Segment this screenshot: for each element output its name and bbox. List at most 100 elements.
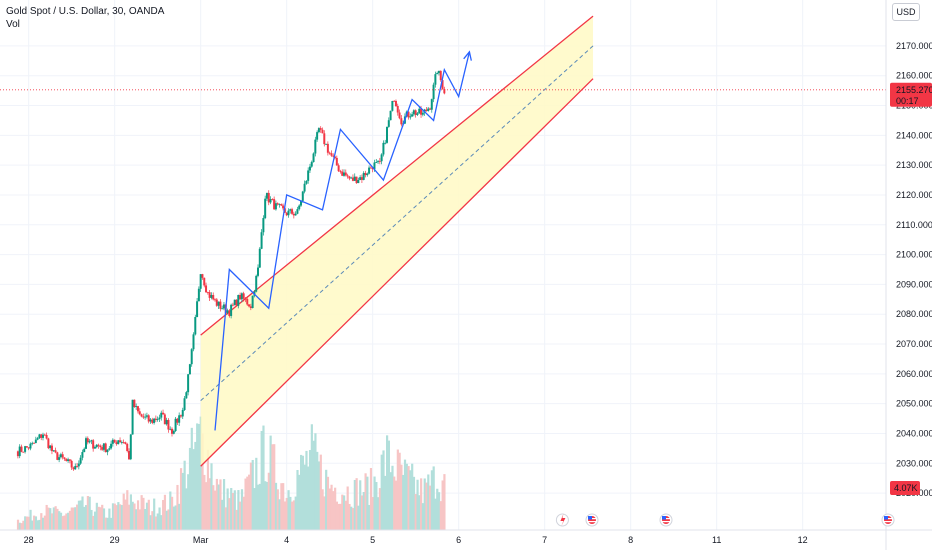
volume-bar: [158, 507, 161, 530]
volume-bar: [149, 515, 152, 530]
symbol-title[interactable]: Gold Spot / U.S. Dollar, 30, OANDA: [6, 6, 165, 17]
candle-body: [217, 301, 220, 306]
volume-bar: [436, 488, 439, 530]
volume-bar: [16, 519, 20, 530]
volume-bar: [85, 505, 88, 530]
candle-body: [348, 176, 351, 179]
volume-bar: [205, 482, 208, 530]
volume-bar: [325, 469, 328, 530]
volume-bar: [240, 489, 244, 530]
flash-glyph: [560, 514, 566, 526]
volume-bar: [303, 464, 306, 530]
candle-body: [22, 451, 25, 453]
candle-body: [93, 447, 96, 449]
volume-bar: [366, 476, 369, 530]
volume-bar: [176, 484, 179, 530]
candle-body: [59, 454, 62, 458]
channel-lower-line: [200, 78, 594, 467]
volume-bar: [156, 513, 159, 530]
time-axis[interactable]: 28 29 Mar 4 5 6 7 8 11 12: [0, 529, 932, 545]
volume-bar: [145, 502, 149, 530]
flag-stripe: [588, 521, 596, 523]
x-tick-label: 12: [798, 535, 808, 545]
volume-bar: [25, 516, 29, 530]
candle-body: [86, 438, 89, 443]
volume-bar: [171, 496, 174, 530]
us-flag-icon[interactable]: [585, 513, 599, 527]
x-tick-label: 5: [370, 535, 375, 545]
volume-bar: [160, 515, 163, 530]
chart-legend[interactable]: Gold Spot / U.S. Dollar, 30, OANDA Vol: [6, 5, 164, 31]
volume-bar: [326, 476, 330, 530]
volume-bar: [179, 468, 183, 530]
candle-body: [283, 208, 286, 213]
us-flag-icon[interactable]: [881, 513, 895, 527]
candle-body: [430, 99, 433, 110]
volume-bar: [391, 465, 394, 530]
candle-body: [199, 274, 202, 289]
economic-events[interactable]: [555, 513, 895, 527]
volume-bar: [29, 509, 32, 530]
candle-body: [294, 213, 297, 216]
volume-bar: [355, 478, 358, 530]
candle-body: [237, 294, 240, 306]
volume-bar: [407, 466, 410, 530]
volume-bar: [18, 522, 21, 530]
volume-bar: [371, 497, 374, 530]
candle-body: [265, 192, 268, 199]
candle-body: [386, 126, 388, 143]
y-tick-label: 2160.000: [896, 71, 932, 81]
volume-bar: [52, 507, 55, 530]
x-tick-label: 6: [456, 535, 461, 545]
candle-body: [151, 419, 154, 423]
us-flag-icon[interactable]: [659, 513, 673, 527]
candle-body: [142, 416, 145, 418]
volume-bar: [276, 489, 279, 530]
candle-body: [187, 374, 190, 393]
candle-body: [328, 152, 331, 154]
volume-bar: [93, 511, 97, 530]
volume-bar: [38, 519, 41, 530]
volume-bar: [31, 520, 34, 530]
volume-legend[interactable]: Vol: [6, 19, 20, 30]
candle-body: [414, 110, 417, 115]
candle-body: [303, 183, 306, 192]
volume-bar: [59, 512, 63, 530]
candle-body: [332, 155, 335, 157]
volume-bar: [214, 490, 217, 530]
currency-button[interactable]: USD: [892, 3, 920, 21]
candle-body: [215, 299, 218, 306]
volume-bar: [300, 454, 303, 530]
volume-bar: [86, 496, 89, 530]
regression-channel[interactable]: [200, 15, 594, 467]
candle-body: [149, 419, 152, 422]
candle-body: [27, 447, 30, 449]
candle-body: [205, 285, 208, 293]
volume-bar: [99, 507, 102, 530]
volume-bar: [45, 504, 48, 530]
volume-bar: [382, 450, 385, 530]
candle-body: [436, 73, 439, 75]
volume-bar: [265, 481, 269, 530]
volume-bar: [22, 520, 25, 530]
volume-bar: [353, 479, 356, 530]
volume-bar: [163, 494, 167, 530]
candle-body: [432, 84, 435, 100]
volume-bar: [133, 503, 136, 530]
candle-body: [129, 434, 132, 460]
candle-body: [113, 439, 116, 443]
volume-bar: [228, 498, 231, 530]
candle-body: [214, 299, 216, 301]
volume-bar: [402, 474, 405, 530]
candlestick-series: [16, 70, 446, 471]
flash-icon[interactable]: [555, 513, 569, 527]
x-tick-label: 7: [542, 535, 547, 545]
wave-pattern-drawing[interactable]: [214, 50, 472, 431]
volume-bar: [412, 476, 416, 530]
candle-body: [249, 306, 252, 309]
volume-bar: [174, 505, 177, 530]
volume-bar: [230, 487, 233, 530]
candle-body: [58, 457, 61, 460]
y-tick-label: 2120.000: [896, 190, 932, 200]
